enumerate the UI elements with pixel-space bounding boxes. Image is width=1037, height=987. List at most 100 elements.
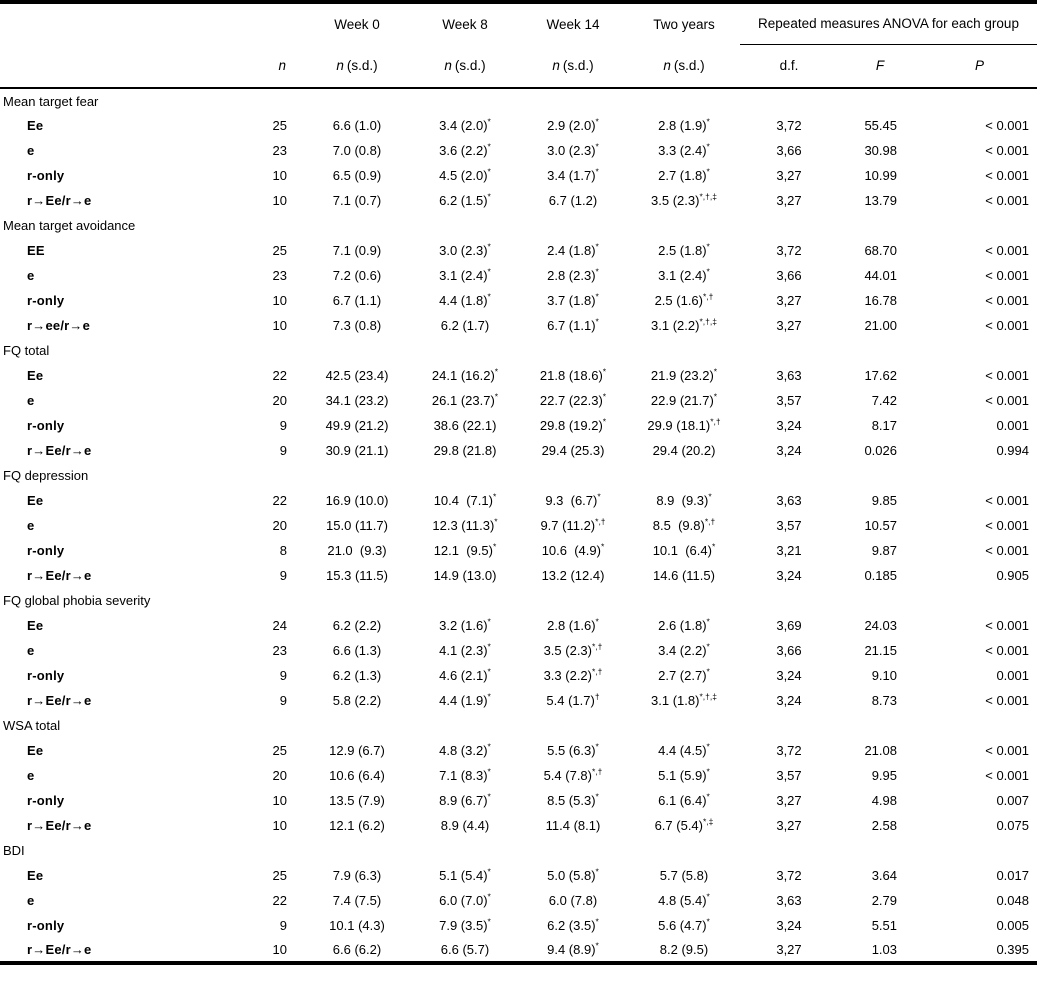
cell-value: 13.5 (7.9) [329, 793, 385, 808]
cell-value: 8.9 (6.7) [439, 793, 488, 808]
cell-value: 6.7 (5.4) [654, 818, 703, 833]
cell-week8: 6.0 (7.0)* [412, 888, 518, 913]
cell-week14: 2.9 (2.0)* [518, 113, 628, 138]
cell-week14: 2.8 (2.3)* [518, 263, 628, 288]
cell-label: Ee [0, 738, 250, 763]
cell-value: 3.1 (2.4) [439, 268, 488, 283]
cell-value: 21.15 [864, 643, 897, 658]
cell-value: 8.5 (9.8) [652, 518, 705, 533]
header-two-years: Two years [653, 16, 715, 32]
cell-value: 9.85 [871, 493, 897, 508]
cell-value: 0.185 [864, 568, 897, 583]
cell-week8: 4.4 (1.9)* [412, 688, 518, 713]
cell-value: 10.6 (6.4) [329, 768, 385, 783]
cell-p: < 0.001 [922, 138, 1037, 163]
cell-value: 6.2 (1.3) [332, 668, 382, 683]
cell-n: 10 [250, 788, 302, 813]
cell-value: 3.5 (2.3) [651, 193, 700, 208]
cell-value: 9 [279, 668, 287, 683]
cell-p: < 0.001 [922, 238, 1037, 263]
cell-value: 10.6 (4.9) [541, 543, 601, 558]
cell-value: 30.98 [864, 143, 897, 158]
cell-value: 4.1 (2.3) [439, 643, 488, 658]
cell-two-years: 3.1 (2.4)* [628, 263, 740, 288]
significance-marker: * [487, 866, 491, 877]
cell-week0: 15.3 (11.5) [302, 563, 412, 588]
cell-value: r-only [27, 418, 65, 433]
cell-value: 10 [272, 818, 287, 833]
cell-label: e [0, 888, 250, 913]
cell-value: 10 [272, 318, 287, 333]
significance-marker: * [487, 241, 491, 252]
table-row: r-only 10 13.5 (7.9) 8.9 (6.7)* 8.5 (5.3)* 6.… [0, 788, 1037, 813]
cell-value: 21.9 (23.2) [650, 368, 714, 383]
cell-value: 42.5 (23.4) [325, 368, 389, 383]
cell-value: e [27, 768, 35, 783]
cell-df: 3,27 [740, 163, 838, 188]
cell-value: 10.99 [864, 168, 897, 183]
cell-two-years: 5.7 (5.8) [628, 863, 740, 888]
cell-df: 3,57 [740, 513, 838, 538]
significance-marker: * [706, 241, 710, 252]
cell-value: 7.42 [871, 393, 897, 408]
cell-value: 16.78 [864, 293, 897, 308]
cell-value: 38.6 (22.1) [433, 418, 497, 433]
cell-n: 20 [250, 388, 302, 413]
cell-label: e [0, 638, 250, 663]
cell-value: 2.79 [871, 893, 897, 908]
cell-label: r-only [0, 663, 250, 688]
cell-week8: 26.1 (23.7)* [412, 388, 518, 413]
cell-value: 9 [279, 568, 287, 583]
cell-week0: 10.6 (6.4) [302, 763, 412, 788]
cell-df: 3,24 [740, 413, 838, 438]
significance-marker: * [494, 366, 499, 377]
cell-p: < 0.001 [922, 163, 1037, 188]
cell-value: 3.5 (2.3) [543, 643, 592, 658]
cell-label: r-only [0, 913, 250, 938]
significance-marker: * [487, 891, 491, 902]
cell-week0: 16.9 (10.0) [302, 488, 412, 513]
cell-value: 5.1 (5.9) [658, 768, 707, 783]
cell-value: 6.7 (1.2) [548, 193, 598, 208]
significance-marker: * [595, 241, 599, 252]
cell-two-years: 29.4 (20.2) [628, 438, 740, 463]
cell-week8: 12.1 (9.5)* [412, 538, 518, 563]
cell-label: Ee [0, 113, 250, 138]
cell-f: 2.58 [838, 813, 922, 838]
significance-marker: * [706, 741, 710, 752]
cell-value: 9.4 (8.9) [547, 942, 596, 957]
cell-value: < 0.001 [985, 693, 1029, 708]
cell-two-years: 8.9 (9.3)* [628, 488, 740, 513]
cell-f: 3.64 [838, 863, 922, 888]
header-week0: Week 0 [334, 16, 380, 32]
significance-marker: * [595, 916, 599, 927]
cell-p: 0.905 [922, 563, 1037, 588]
cell-value: r→Ee/r→e [27, 693, 92, 708]
cell-value: 29.4 (20.2) [652, 443, 716, 458]
cell-two-years: 2.6 (1.8)* [628, 613, 740, 638]
cell-value: 10 [272, 942, 287, 957]
cell-value: 3.0 (2.3) [547, 143, 596, 158]
cell-value: < 0.001 [985, 118, 1029, 133]
cell-value: 8 [279, 543, 287, 558]
cell-n: 25 [250, 113, 302, 138]
cell-week0: 12.1 (6.2) [302, 813, 412, 838]
header-spacer-n [250, 2, 302, 44]
significance-marker: * [487, 741, 491, 752]
cell-n: 9 [250, 438, 302, 463]
cell-two-years: 14.6 (11.5) [628, 563, 740, 588]
cell-value: 8.5 (5.3) [547, 793, 596, 808]
cell-value: e [27, 268, 35, 283]
cell-two-years: 3.1 (1.8)*,†,‡ [628, 688, 740, 713]
subheader-nsd-week8: n (s.d.) [412, 44, 518, 89]
cell-df: 3,66 [740, 638, 838, 663]
cell-value: 3,24 [776, 443, 802, 458]
cell-value: 3.1 (2.2) [651, 318, 700, 333]
cell-value: < 0.001 [985, 318, 1029, 333]
cell-n: 22 [250, 363, 302, 388]
cell-value: < 0.001 [985, 493, 1029, 508]
cell-two-years: 2.5 (1.8)* [628, 238, 740, 263]
significance-marker: * [706, 116, 710, 127]
cell-value: 3,21 [776, 543, 802, 558]
cell-value: 25 [272, 743, 287, 758]
